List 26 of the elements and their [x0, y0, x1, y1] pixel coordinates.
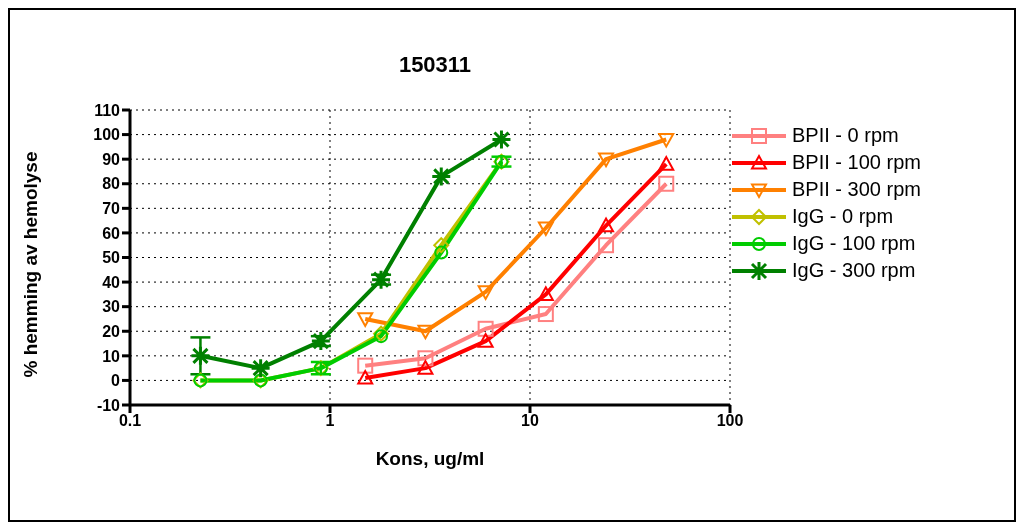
- legend-label: IgG - 300 rpm: [792, 258, 916, 283]
- y-axis-title: % hemming av hemolyse: [19, 151, 41, 378]
- y-tick-label: 30: [102, 298, 121, 316]
- legend-label: BPII - 300 rpm: [792, 177, 921, 202]
- x-tick-label: 1: [325, 412, 335, 430]
- y-tick-label: 60: [102, 224, 121, 242]
- legend-label: BPII - 0 rpm: [792, 123, 899, 148]
- x-tick-label: 0.1: [118, 412, 142, 430]
- x-tick-label: 100: [716, 412, 744, 430]
- y-tick-label: 100: [93, 126, 121, 144]
- y-tick-label: 90: [102, 150, 121, 168]
- y-tick-label: 70: [102, 200, 121, 218]
- y-tick-label: 80: [102, 175, 121, 193]
- legend-label: BPII - 100 rpm: [792, 150, 921, 175]
- legend-label: IgG - 0 rpm: [792, 204, 894, 229]
- y-tick-label: -10: [96, 396, 121, 414]
- y-tick-label: 20: [102, 322, 121, 340]
- x-tick-label: 10: [521, 412, 539, 430]
- y-tick-label: 0: [111, 372, 121, 390]
- legend-label: IgG - 100 rpm: [792, 231, 916, 256]
- y-tick-label: 110: [94, 101, 121, 119]
- x-axis-title: Kons, ug/ml: [375, 448, 485, 469]
- chart-title: 150311: [397, 52, 473, 78]
- y-tick-label: 10: [102, 347, 121, 365]
- y-tick-label: 40: [102, 273, 121, 291]
- y-tick-label: 50: [102, 249, 121, 267]
